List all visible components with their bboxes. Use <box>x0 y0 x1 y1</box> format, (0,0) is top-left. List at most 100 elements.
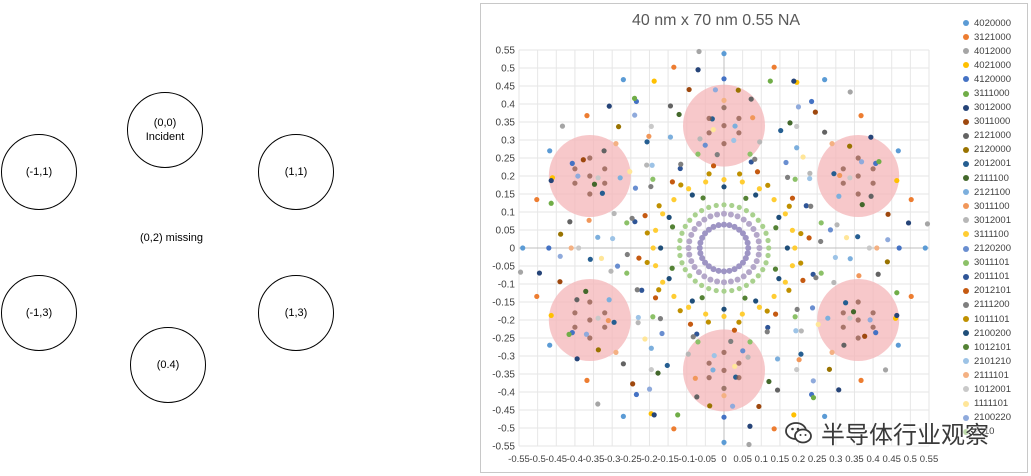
data-point <box>815 321 821 327</box>
data-point <box>808 203 814 209</box>
data-point <box>608 268 614 274</box>
legend-swatch <box>963 259 969 266</box>
legend-swatch <box>963 160 969 167</box>
data-point <box>766 378 772 385</box>
data-point <box>736 130 742 136</box>
y-tick-label: -0.15 <box>492 298 515 309</box>
data-point <box>748 96 754 102</box>
legend-label: 3111000 <box>974 88 1010 100</box>
data-point <box>771 197 777 203</box>
legend-swatch <box>963 118 969 125</box>
data-point <box>798 260 804 266</box>
data-point <box>855 299 861 305</box>
data-point <box>739 179 745 185</box>
data-point <box>836 193 842 199</box>
data-point <box>557 279 563 285</box>
y-tick-label: -0.3 <box>498 352 516 363</box>
data-point <box>671 293 677 299</box>
y-tick-label: -0.35 <box>492 370 515 381</box>
legend-swatch <box>963 90 969 97</box>
data-point <box>632 112 638 118</box>
data-point <box>792 314 798 320</box>
data-point <box>685 186 692 192</box>
data-point <box>765 237 771 244</box>
x-tick-label: 0.45 <box>882 454 901 465</box>
data-point <box>736 115 742 121</box>
data-point <box>679 230 685 236</box>
data-point <box>756 403 762 410</box>
data-point <box>744 239 751 246</box>
data-point <box>652 263 659 269</box>
data-point <box>705 263 712 270</box>
data-point <box>729 287 735 294</box>
legend-label: 2120000 <box>974 144 1011 156</box>
data-point <box>572 180 578 186</box>
data-point <box>793 328 799 334</box>
data-point <box>587 173 593 179</box>
data-point <box>825 315 831 321</box>
legend-item: 2100220 <box>963 411 1027 425</box>
legend-label: 3121000 <box>974 31 1011 43</box>
data-point <box>834 222 840 228</box>
data-point <box>517 269 524 275</box>
data-point <box>652 227 659 233</box>
data-point <box>630 381 636 387</box>
data-point <box>721 202 727 208</box>
data-point <box>763 260 769 266</box>
data-point <box>818 270 824 276</box>
data-point <box>771 426 777 432</box>
data-point <box>752 156 758 162</box>
data-point <box>746 220 753 227</box>
data-point <box>731 266 738 273</box>
data-point <box>756 186 763 192</box>
data-point <box>826 366 833 372</box>
data-point <box>771 64 777 70</box>
legend-item: 3011101 <box>963 256 1027 270</box>
data-point <box>602 166 608 172</box>
data-point <box>606 297 612 303</box>
data-point <box>650 314 656 320</box>
data-point <box>739 230 746 237</box>
data-point <box>714 152 720 158</box>
legend-swatch <box>963 62 969 69</box>
data-point <box>620 361 626 367</box>
data-point <box>736 204 742 211</box>
data-point <box>715 267 722 274</box>
data-point <box>706 130 712 136</box>
data-point <box>685 351 691 357</box>
data-point <box>855 173 861 179</box>
data-point <box>862 333 868 339</box>
data-point <box>736 360 742 366</box>
data-point <box>574 297 580 303</box>
data-point <box>707 276 714 283</box>
legend-item: 3011100 <box>963 199 1027 213</box>
data-point <box>520 245 526 251</box>
data-point <box>548 177 554 184</box>
legend-swatch <box>963 344 969 351</box>
data-point <box>740 216 747 223</box>
data-point <box>656 203 662 209</box>
data-point <box>575 173 581 179</box>
data-point <box>726 222 733 229</box>
data-point <box>771 293 777 299</box>
legend-label: 4120000 <box>974 73 1011 85</box>
data-point <box>676 245 682 251</box>
data-point <box>710 163 717 169</box>
legend-label: 2111100 <box>974 172 1009 184</box>
data-point <box>736 263 743 270</box>
data-point <box>753 298 759 304</box>
data-point <box>702 142 708 148</box>
data-point <box>773 225 779 231</box>
data-point <box>764 308 770 314</box>
legend-label: 4012000 <box>974 45 1011 57</box>
data-point <box>789 227 796 233</box>
legend-swatch <box>963 273 969 280</box>
x-tick-label: 0.5 <box>904 454 917 465</box>
chart-title: 40 nm x 70 nm 0.55 NA <box>631 12 801 29</box>
data-point <box>829 349 835 355</box>
legend-item: 3012000 <box>963 101 1027 115</box>
legend-swatch <box>963 132 969 139</box>
data-point <box>586 217 592 223</box>
data-point <box>595 401 601 407</box>
data-point <box>737 171 743 177</box>
